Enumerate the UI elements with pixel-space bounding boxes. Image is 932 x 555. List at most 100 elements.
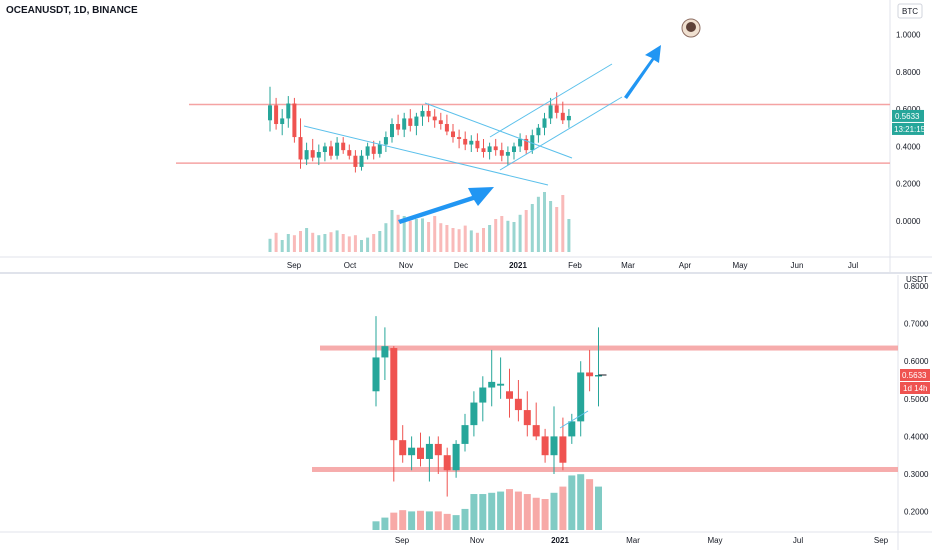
volume-bar bbox=[470, 494, 478, 530]
volume-bar bbox=[402, 216, 406, 252]
candle-body bbox=[568, 421, 576, 437]
candle-body bbox=[372, 357, 380, 392]
candle-body bbox=[420, 110, 425, 117]
candle-body bbox=[451, 131, 455, 138]
astronaut-visor-icon bbox=[686, 22, 696, 32]
candle-body bbox=[383, 137, 388, 145]
volume-bar bbox=[550, 492, 558, 530]
y-tick-label: 0.4000 bbox=[904, 432, 929, 441]
candle-body bbox=[426, 110, 431, 117]
volume-bar bbox=[461, 508, 469, 530]
candle-body bbox=[457, 137, 462, 139]
x-tick-label: Oct bbox=[344, 261, 357, 270]
candle-body bbox=[402, 118, 407, 130]
candle-body bbox=[523, 410, 531, 426]
x-tick-label: May bbox=[732, 261, 747, 270]
candle-body bbox=[359, 155, 364, 167]
candle-body bbox=[499, 150, 504, 156]
candle-body bbox=[438, 120, 443, 125]
volume-bar bbox=[372, 234, 376, 252]
support-band bbox=[312, 466, 898, 472]
volume-bar bbox=[378, 231, 382, 252]
candle-body bbox=[408, 447, 416, 456]
volume-bar bbox=[488, 492, 496, 530]
y-tick-label: 1.0000 bbox=[896, 31, 921, 40]
volume-bar bbox=[417, 510, 424, 530]
x-tick-label: Mar bbox=[626, 536, 640, 545]
x-tick-label: Nov bbox=[399, 261, 413, 270]
x-tick-label: 2021 bbox=[551, 536, 569, 545]
arrow-up-right-icon bbox=[398, 187, 494, 224]
volume-bar bbox=[445, 225, 449, 252]
candle-body bbox=[434, 443, 442, 456]
volume-bar bbox=[518, 214, 522, 252]
x-tick-label: May bbox=[707, 536, 722, 545]
volume-bar bbox=[561, 195, 565, 252]
y-tick-label: 0.8000 bbox=[904, 282, 929, 291]
candle-body bbox=[532, 425, 540, 437]
volume-bar bbox=[586, 479, 594, 530]
volume-bar bbox=[555, 207, 559, 252]
currency-label: BTC bbox=[902, 7, 918, 16]
candle-body bbox=[381, 346, 389, 358]
volume-bar bbox=[366, 237, 370, 252]
candle-body bbox=[335, 142, 340, 156]
candle-body bbox=[390, 124, 394, 138]
candle-body bbox=[554, 105, 559, 113]
volume-bar bbox=[384, 223, 388, 252]
volume-bar bbox=[506, 489, 513, 530]
candle-body bbox=[329, 146, 333, 156]
candle-body bbox=[506, 391, 513, 399]
volume-bar bbox=[549, 201, 553, 252]
volume-bar bbox=[399, 510, 407, 530]
volume-bar bbox=[488, 225, 492, 252]
candle-body bbox=[347, 150, 352, 156]
x-tick-label: Mar bbox=[621, 261, 635, 270]
arrow-to-target-icon bbox=[624, 45, 661, 99]
volume-bar bbox=[568, 475, 576, 530]
volume-bar bbox=[523, 494, 531, 530]
volume-bar bbox=[396, 214, 400, 252]
candle-body bbox=[396, 124, 401, 130]
y-tick-label: 0.0000 bbox=[896, 217, 921, 226]
candle-body bbox=[514, 398, 522, 411]
countdown-badge bbox=[900, 381, 930, 394]
volume-bar bbox=[347, 236, 351, 252]
candle-body bbox=[497, 383, 505, 386]
candle-body bbox=[268, 105, 272, 121]
candle-body bbox=[432, 116, 437, 121]
volume-bar bbox=[305, 228, 309, 252]
volume-bar bbox=[360, 240, 363, 252]
top-chart-svg[interactable]: BTC 1.0000 0.8000 0.6000 0.4000 0.2000 0.0000 S… bbox=[0, 0, 932, 272]
volume-bar bbox=[433, 216, 437, 252]
volume-bar bbox=[595, 486, 602, 530]
bottom-chart-pane[interactable]: USDT 0.8000 0.7000 0.6000 0.5000 0.4000 0.3000… bbox=[0, 275, 932, 550]
volume-bar bbox=[434, 511, 442, 530]
top-chart-pane[interactable]: BTC 1.0000 0.8000 0.6000 0.4000 0.2000 0.0000 S… bbox=[0, 0, 932, 275]
candle-body bbox=[310, 150, 315, 158]
pane-divider[interactable] bbox=[0, 272, 932, 274]
candle-body bbox=[463, 138, 468, 145]
x-tick-label: Jul bbox=[848, 261, 858, 270]
candle-body bbox=[541, 436, 549, 456]
candle-body bbox=[274, 105, 279, 125]
currency-badge bbox=[897, 3, 923, 19]
candle-body bbox=[559, 436, 567, 463]
volume-bar bbox=[577, 474, 585, 530]
candle-body bbox=[304, 150, 309, 160]
candle-body bbox=[461, 425, 469, 444]
candle-body bbox=[322, 146, 327, 152]
candle-body bbox=[316, 151, 321, 158]
x-tick-label: Nov bbox=[470, 536, 484, 545]
volume-bar bbox=[469, 230, 473, 252]
volume-bar bbox=[335, 230, 339, 252]
volume-bar bbox=[317, 235, 321, 252]
candle-body bbox=[425, 443, 433, 459]
y-tick-label: 0.6000 bbox=[896, 105, 921, 114]
volume-bar bbox=[299, 231, 302, 252]
candle-body bbox=[475, 140, 480, 149]
last-price-badge bbox=[892, 109, 924, 122]
volume-bar bbox=[341, 234, 345, 252]
candle-body bbox=[371, 146, 376, 154]
